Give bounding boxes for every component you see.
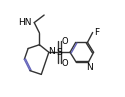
Text: O: O bbox=[62, 37, 68, 46]
Text: N: N bbox=[48, 47, 55, 56]
Text: O: O bbox=[62, 59, 68, 68]
Text: F: F bbox=[94, 28, 99, 36]
Text: N: N bbox=[86, 63, 93, 72]
Text: HN: HN bbox=[18, 18, 32, 27]
Text: S: S bbox=[56, 48, 62, 57]
